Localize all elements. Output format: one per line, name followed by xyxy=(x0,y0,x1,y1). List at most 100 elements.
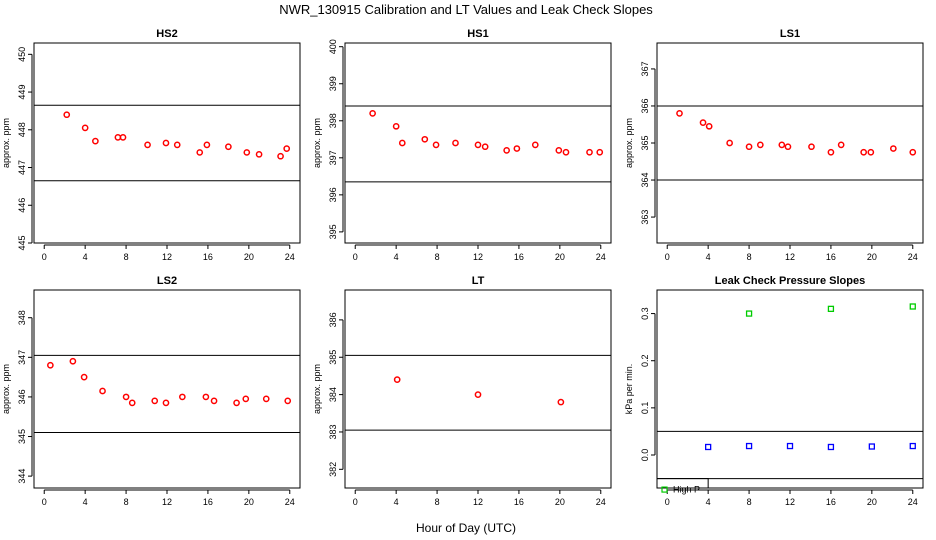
y-tick-label: 0.0 xyxy=(640,449,650,462)
data-point xyxy=(756,141,764,149)
data-point xyxy=(69,357,77,365)
y-tick-label: 385 xyxy=(328,350,338,365)
y-tick-label: 448 xyxy=(17,122,27,137)
panel-title: LS2 xyxy=(157,275,177,287)
y-tick-label: 0.3 xyxy=(640,307,650,320)
data-point xyxy=(210,397,218,405)
data-point xyxy=(255,150,263,158)
x-tick-label: 4 xyxy=(706,252,711,262)
data-point xyxy=(474,141,482,149)
data-point xyxy=(151,397,159,405)
panel-title: HS1 xyxy=(467,28,488,40)
y-tick-label: 346 xyxy=(17,389,27,404)
chart-panel-2: HS1 0 4 8 12 16 20 24 395 396 397 398 399 400 approx. … xyxy=(312,28,612,262)
y-axis-label: approx. ppm xyxy=(312,364,322,414)
data-point xyxy=(173,141,181,149)
y-axis-label: approx. ppm xyxy=(624,118,634,168)
chart-panel-4: LS2 0 4 8 12 16 20 24 344 345 346 347 348 approx. ppm xyxy=(1,275,301,507)
y-axis-label: kPa per min. xyxy=(624,364,634,415)
data-point xyxy=(745,310,753,317)
x-tick-label: 12 xyxy=(162,252,172,262)
x-tick-label: 20 xyxy=(867,497,877,507)
data-point xyxy=(80,373,88,381)
data-point xyxy=(909,442,916,450)
data-point xyxy=(128,399,136,407)
x-tick-label: 4 xyxy=(394,497,399,507)
y-tick-label: 398 xyxy=(328,113,338,128)
x-tick-label: 0 xyxy=(353,497,358,507)
y-tick-label: 367 xyxy=(640,61,650,76)
data-point xyxy=(283,145,291,153)
x-tick-label: 8 xyxy=(124,252,129,262)
data-point xyxy=(562,148,570,156)
data-point xyxy=(808,143,815,151)
data-point xyxy=(705,443,712,451)
legend-box xyxy=(656,478,709,489)
chart-panel-1: HS2 0 4 8 12 16 20 24 445 446 447 448 449 450 approx. … xyxy=(1,28,301,262)
y-tick-label: 0.2 xyxy=(640,354,650,367)
x-tick-label: 4 xyxy=(706,497,711,507)
x-tick-label: 8 xyxy=(435,497,440,507)
data-point xyxy=(867,148,875,156)
data-point xyxy=(178,393,186,401)
y-tick-label: 450 xyxy=(17,47,27,62)
x-tick-label: 20 xyxy=(555,497,565,507)
data-point xyxy=(119,133,127,141)
data-point xyxy=(392,122,400,130)
data-point xyxy=(393,376,401,384)
x-tick-label: 20 xyxy=(867,252,877,262)
x-tick-label: 20 xyxy=(244,252,254,262)
x-tick-label: 0 xyxy=(665,497,670,507)
data-point xyxy=(827,148,835,156)
data-point xyxy=(162,139,170,147)
data-point xyxy=(63,111,71,119)
y-tick-label: 345 xyxy=(17,429,27,444)
data-point xyxy=(503,147,510,154)
y-tick-label: 348 xyxy=(17,310,27,325)
data-point xyxy=(432,141,440,149)
data-point xyxy=(202,393,210,401)
y-tick-label: 446 xyxy=(17,198,27,213)
data-point xyxy=(122,393,130,401)
data-point xyxy=(243,149,251,156)
data-point xyxy=(277,152,284,160)
legend-label: High P xyxy=(673,485,700,495)
data-point xyxy=(233,399,240,407)
plot-frame xyxy=(656,289,924,489)
y-tick-label: 366 xyxy=(640,98,650,113)
data-point xyxy=(196,149,204,156)
x-tick-label: 24 xyxy=(908,497,918,507)
y-tick-label: 383 xyxy=(328,424,338,439)
data-point xyxy=(555,147,563,154)
chart-panel-5: LT 0 4 8 12 16 20 24 382 383 384 385 386 approx. ppm xyxy=(312,275,612,507)
data-point xyxy=(225,143,232,151)
y-tick-label: 447 xyxy=(17,160,27,175)
y-tick-label: 365 xyxy=(640,135,650,150)
y-tick-label: 396 xyxy=(328,187,338,202)
data-point xyxy=(81,124,89,132)
y-tick-label: 363 xyxy=(640,210,650,225)
data-point xyxy=(284,397,292,405)
x-tick-label: 16 xyxy=(826,252,836,262)
figure-title: NWR_130915 Calibration and LT Values and… xyxy=(279,2,653,17)
data-point xyxy=(726,139,733,147)
x-tick-label: 0 xyxy=(42,497,47,507)
x-tick-label: 20 xyxy=(244,497,254,507)
y-tick-label: 445 xyxy=(17,235,27,250)
data-point xyxy=(786,442,794,450)
plot-frame xyxy=(656,42,924,244)
y-tick-label: 382 xyxy=(328,462,338,477)
data-point xyxy=(557,398,565,406)
x-tick-label: 0 xyxy=(42,252,47,262)
data-point xyxy=(203,141,211,149)
x-axis-title: Hour of Day (UTC) xyxy=(416,521,516,535)
x-tick-label: 12 xyxy=(785,497,795,507)
data-point xyxy=(827,305,835,313)
x-tick-label: 24 xyxy=(285,497,295,507)
x-tick-label: 4 xyxy=(83,497,88,507)
data-point xyxy=(889,145,897,152)
y-axis-label: approx. ppm xyxy=(1,118,11,168)
data-point xyxy=(162,399,170,407)
y-tick-label: 0.1 xyxy=(640,402,650,415)
x-tick-label: 12 xyxy=(473,252,483,262)
